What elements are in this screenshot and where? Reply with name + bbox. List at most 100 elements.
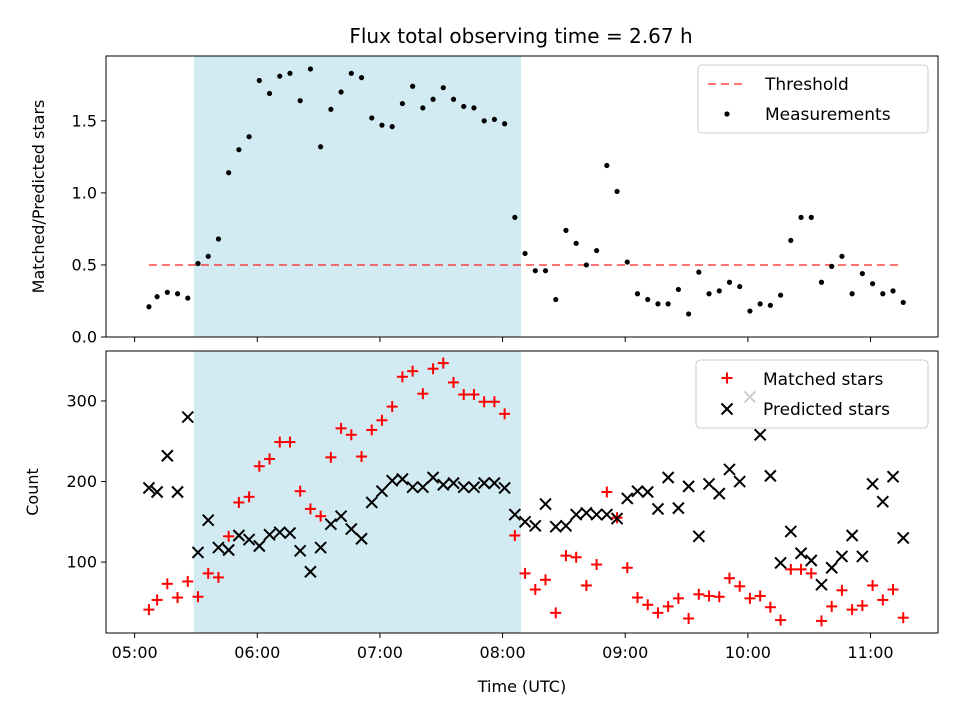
- matched-star-marker: [785, 563, 797, 575]
- predicted-star-marker: [253, 539, 266, 553]
- matched-star-marker: [499, 408, 511, 420]
- matched-star-marker: [335, 422, 347, 434]
- measurement-point: [318, 144, 324, 150]
- cross-stroke: [580, 506, 593, 520]
- measurement-point: [287, 70, 293, 76]
- matched-star-marker: [396, 371, 408, 383]
- cross-stroke: [488, 476, 501, 490]
- cross-stroke: [253, 539, 266, 553]
- measurement-point: [829, 263, 835, 269]
- measurement-point: [849, 291, 855, 297]
- matched-star-marker: [662, 600, 674, 612]
- x-tick-label: 09:00: [602, 643, 648, 662]
- measurement-point: [522, 250, 528, 257]
- cross-stroke: [805, 554, 818, 567]
- measurement-point: [481, 118, 487, 124]
- matched-star-marker: [172, 592, 184, 604]
- cross-stroke: [283, 526, 297, 540]
- cross-stroke: [672, 501, 685, 515]
- cross-stroke: [263, 528, 276, 541]
- y-tick-label: 0.5: [72, 255, 97, 274]
- top-panel: 0.0 0.5 1.0 1.5 Matched/Predicted stars Thres…: [29, 55, 939, 347]
- matched-star-marker: [151, 594, 163, 606]
- predicted-star-marker: [191, 546, 205, 559]
- predicted-star-marker: [161, 449, 174, 462]
- matched-star-marker: [775, 614, 787, 626]
- predicted-star-marker: [641, 485, 654, 499]
- measurement-point: [553, 296, 559, 303]
- measurement-point: [450, 96, 457, 102]
- cross-stroke: [477, 476, 491, 490]
- measurement-point: [655, 301, 661, 307]
- x-tick-label: 06:00: [234, 643, 280, 662]
- legend-box: [695, 359, 929, 429]
- matched-star-marker: [253, 460, 265, 472]
- predicted-star-marker: [416, 480, 430, 494]
- predicted-star-marker: [202, 513, 215, 527]
- cross-stroke: [651, 502, 665, 516]
- predicted-star-marker: [222, 543, 235, 557]
- cross-stroke: [631, 484, 644, 498]
- predicted-star-marker: [559, 519, 573, 533]
- measurement-point: [266, 90, 273, 97]
- predicted-star-marker: [518, 515, 532, 529]
- cross-stroke: [886, 470, 900, 483]
- predicted-star-marker: [426, 471, 440, 484]
- cross-stroke: [161, 449, 174, 462]
- measurement-point: [583, 262, 589, 268]
- measurement-point: [696, 269, 702, 275]
- matched-star-marker: [601, 486, 613, 498]
- matched-star-marker: [723, 572, 735, 584]
- y-tick-label: 1.0: [72, 183, 97, 202]
- measurement-point: [604, 162, 610, 169]
- x-tick-label: 10:00: [725, 643, 771, 662]
- measurement-point: [624, 259, 630, 265]
- predicted-star-marker: [897, 531, 910, 545]
- matched-star-marker: [550, 607, 562, 619]
- matched-star-marker: [437, 357, 449, 369]
- measurement-point: [869, 281, 876, 287]
- predicted-star-marker: [334, 509, 348, 523]
- cross-stroke: [222, 543, 235, 557]
- measurement-point: [226, 170, 232, 176]
- measurement-point: [767, 302, 773, 308]
- cross-stroke: [692, 530, 706, 543]
- matched-star-marker: [570, 551, 582, 563]
- matched-star-marker: [846, 604, 858, 616]
- legend-label: Matched stars: [763, 370, 883, 390]
- measurement-point: [502, 121, 508, 127]
- legend-label: Predicted stars: [763, 400, 890, 420]
- cross-stroke: [416, 480, 430, 494]
- legend-label: Measurements: [765, 105, 891, 125]
- predicted-star-marker: [212, 541, 225, 554]
- cross-stroke: [529, 519, 542, 533]
- predicted-star-marker: [672, 501, 685, 515]
- matched-star-marker: [621, 562, 633, 574]
- cross-stroke: [825, 561, 838, 574]
- predicted-star-marker: [621, 492, 634, 505]
- predicted-star-marker: [549, 520, 562, 533]
- matched-star-marker: [192, 591, 204, 603]
- predicted-star-marker: [651, 502, 665, 516]
- cross-stroke: [375, 484, 389, 498]
- measurement-point: [461, 103, 467, 110]
- legend-measurement-swatch: [724, 111, 730, 117]
- predicted-star-marker: [273, 526, 286, 539]
- measurement-point: [686, 311, 692, 317]
- matched-star-marker: [345, 429, 357, 441]
- predicted-star-marker: [590, 508, 603, 521]
- matched-star-marker: [386, 401, 398, 413]
- measurement-point: [195, 260, 201, 267]
- cross-stroke: [518, 515, 532, 529]
- predicted-star-marker: [682, 480, 695, 493]
- predicted-star-marker: [866, 477, 879, 491]
- x-axis-title: Time (UTC): [477, 677, 566, 696]
- predicted-star-marker: [304, 565, 317, 578]
- matched-star-marker: [734, 580, 746, 592]
- predicted-star-marker: [600, 508, 614, 521]
- predicted-star-marker: [856, 550, 869, 563]
- matched-star-marker: [631, 592, 643, 604]
- predicted-star-marker: [242, 533, 256, 546]
- predicted-star-marker: [794, 547, 808, 560]
